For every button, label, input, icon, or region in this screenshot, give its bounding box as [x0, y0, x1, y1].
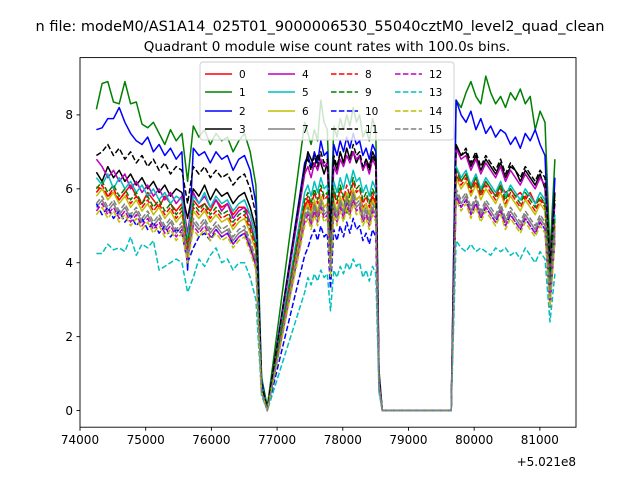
legend-label-12: 12	[429, 69, 442, 81]
plot-area-frame	[79, 57, 577, 428]
x-axis-offset-label: +5.021e8	[517, 455, 576, 469]
legend-label-14: 14	[429, 106, 443, 118]
series-line-15	[95, 188, 556, 412]
series-line-11	[95, 143, 556, 412]
chart-title: Quadrant 0 module wise count rates with …	[144, 39, 510, 55]
y-axis: 0 2 4 6 8	[65, 108, 80, 418]
legend-label-13: 13	[429, 87, 442, 99]
series-layer	[95, 75, 556, 412]
series-line-12	[95, 195, 556, 412]
x-tick-label: 76000	[192, 433, 230, 447]
legend-label-10: 10	[365, 106, 378, 118]
y-tick-label: 6	[65, 182, 73, 196]
legend-label-4: 4	[302, 69, 309, 81]
legend-label-2: 2	[239, 106, 246, 118]
legend-label-6: 6	[302, 106, 309, 118]
x-tick-label: 81000	[521, 433, 559, 447]
legend-label-11: 11	[365, 124, 378, 136]
legend-label-1: 1	[239, 87, 246, 99]
x-tick-label: 77000	[258, 433, 296, 447]
series-line-8	[95, 173, 556, 412]
x-tick-label: 78000	[324, 433, 362, 447]
legend-label-0: 0	[239, 69, 246, 81]
legend-box	[199, 61, 455, 141]
y-tick-label: 2	[65, 330, 73, 344]
legend-label-15: 15	[429, 124, 442, 136]
legend-label-8: 8	[365, 69, 372, 81]
figure-suptitle: n file: modeM0/AS1A14_025T01_9000006530_…	[36, 19, 605, 35]
x-tick-label: 80000	[455, 433, 493, 447]
series-line-13	[96, 236, 556, 412]
legend-label-7: 7	[302, 124, 309, 136]
legend-label-3: 3	[239, 124, 246, 136]
y-tick-label: 4	[65, 256, 73, 270]
x-tick-label: 79000	[389, 433, 427, 447]
legend-label-5: 5	[302, 87, 309, 99]
series-line-10	[95, 195, 556, 412]
x-axis: 74000 75000 76000 77000 78000 79000 80000 81000	[61, 427, 559, 447]
y-tick-label: 8	[65, 108, 73, 122]
legend-label-9: 9	[365, 87, 372, 99]
x-tick-label: 75000	[127, 433, 165, 447]
x-tick-label: 74000	[61, 433, 99, 447]
y-tick-label: 0	[65, 404, 73, 418]
